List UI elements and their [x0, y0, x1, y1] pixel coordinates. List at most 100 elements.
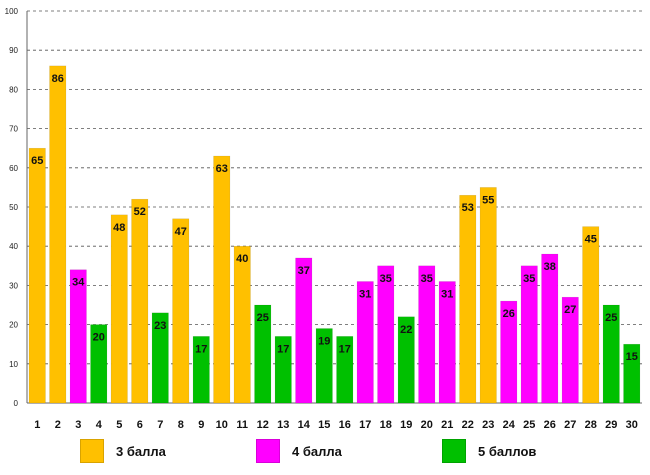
x-tick-label: 6: [137, 419, 143, 431]
x-tick-label: 16: [339, 419, 351, 431]
data-label-22: 53: [462, 202, 474, 214]
bar-5: [110, 214, 128, 404]
bar-4: [90, 324, 108, 404]
y-tick-label: 10: [9, 360, 18, 369]
x-tick-label: 15: [318, 419, 330, 431]
data-label-24: 26: [503, 308, 515, 320]
data-label-23: 55: [482, 194, 494, 206]
bar-19: [397, 316, 415, 404]
y-tick-label: 50: [9, 203, 18, 212]
data-label-13: 17: [277, 343, 289, 355]
data-label-28: 45: [585, 234, 597, 246]
y-tick-label: 90: [9, 46, 18, 55]
x-tick-label: 28: [585, 419, 597, 431]
data-label-25: 35: [523, 273, 535, 285]
y-tick-label: 100: [5, 7, 19, 16]
bar-21: [438, 281, 456, 404]
bar-17: [356, 281, 374, 404]
bar-29: [602, 304, 620, 404]
legend-label-3: 3 балла: [116, 443, 166, 459]
bar-27: [561, 296, 579, 404]
x-tick-label: 23: [482, 419, 494, 431]
bar-3: [69, 269, 87, 404]
legend-label-5: 5 баллов: [478, 443, 537, 459]
legend-item-3: 3 балла: [80, 438, 166, 464]
x-tick-label: 1: [34, 419, 40, 431]
grid-lines: [26, 10, 642, 404]
bars: [28, 65, 641, 404]
data-label-15: 19: [318, 336, 330, 348]
x-tick-label: 4: [96, 419, 103, 431]
data-label-2: 86: [52, 73, 64, 85]
data-label-10: 63: [216, 163, 228, 175]
bar-13: [274, 336, 292, 404]
bar-30: [623, 343, 641, 404]
bar-28: [582, 226, 600, 404]
y-tick-label: 80: [9, 85, 18, 94]
data-label-4: 20: [93, 332, 105, 344]
x-tick-label: 9: [198, 419, 204, 431]
data-label-27: 27: [564, 304, 576, 316]
data-label-12: 25: [257, 312, 269, 324]
y-tick-label: 70: [9, 125, 18, 134]
y-tick-label: 40: [9, 242, 18, 251]
bar-23: [479, 187, 497, 404]
legend-swatch-4: [256, 439, 280, 463]
data-label-18: 35: [380, 273, 392, 285]
x-tick-label: 27: [564, 419, 576, 431]
x-tick-label: 11: [236, 419, 248, 431]
x-tick-label: 2: [55, 419, 61, 431]
x-tick-label: 24: [503, 419, 516, 431]
x-tick-label: 13: [277, 419, 289, 431]
data-label-16: 17: [339, 343, 351, 355]
bar-8: [172, 218, 190, 404]
x-tick-label: 29: [605, 419, 617, 431]
x-tick-label: 19: [400, 419, 412, 431]
bar-10: [213, 155, 231, 404]
x-tick-label: 25: [523, 419, 535, 431]
x-tick-label: 8: [178, 419, 184, 431]
data-label-9: 17: [195, 343, 207, 355]
x-tick-label: 10: [216, 419, 228, 431]
data-label-17: 31: [359, 288, 371, 300]
x-tick-label: 20: [421, 419, 433, 431]
data-label-20: 35: [421, 273, 433, 285]
y-tick-label: 20: [9, 321, 18, 330]
x-tick-label: 21: [441, 419, 453, 431]
bar-15: [315, 328, 333, 404]
bar-12: [254, 304, 272, 404]
data-label-11: 40: [236, 253, 248, 265]
data-label-21: 31: [441, 288, 453, 300]
data-label-14: 37: [298, 265, 310, 277]
bar-18: [377, 265, 395, 404]
x-tick-label: 14: [298, 419, 311, 431]
bar-24: [500, 300, 518, 404]
legend-item-5: 5 баллов: [442, 438, 536, 464]
data-label-5: 48: [113, 222, 125, 234]
x-axis-ticks: 1 2 3 4 5 6 7 8 9 10 11 12 13 14 15 16 17 18 19 20 21 22 23 24 2…: [34, 419, 638, 431]
data-label-3: 34: [72, 277, 85, 289]
y-axis-ticks: 0 10 20 30 40 50 60 70 80 90 100: [5, 7, 19, 408]
data-label-6: 52: [134, 206, 146, 218]
bar-16: [336, 336, 354, 404]
legend-swatch-5: [442, 439, 466, 463]
y-tick-label: 60: [9, 164, 18, 173]
x-tick-label: 26: [544, 419, 556, 431]
y-tick-label: 30: [9, 281, 18, 290]
bar-25: [520, 265, 538, 404]
bar-9: [192, 336, 210, 404]
bar-26: [541, 253, 559, 404]
data-label-8: 47: [175, 226, 187, 238]
data-label-30: 15: [626, 351, 638, 363]
data-label-19: 22: [400, 324, 412, 336]
bar-1: [28, 147, 46, 404]
data-labels: 65 86 34 20 48 52 23 47 17 63 40 25 17 37 19 17 31 35 22 35…: [31, 73, 638, 363]
x-tick-label: 22: [462, 419, 474, 431]
data-label-1: 65: [31, 155, 43, 167]
bar-22: [459, 194, 477, 404]
x-tick-label: 12: [257, 419, 269, 431]
bar-2: [49, 65, 67, 404]
x-tick-label: 5: [116, 419, 122, 431]
data-label-26: 38: [544, 261, 556, 273]
